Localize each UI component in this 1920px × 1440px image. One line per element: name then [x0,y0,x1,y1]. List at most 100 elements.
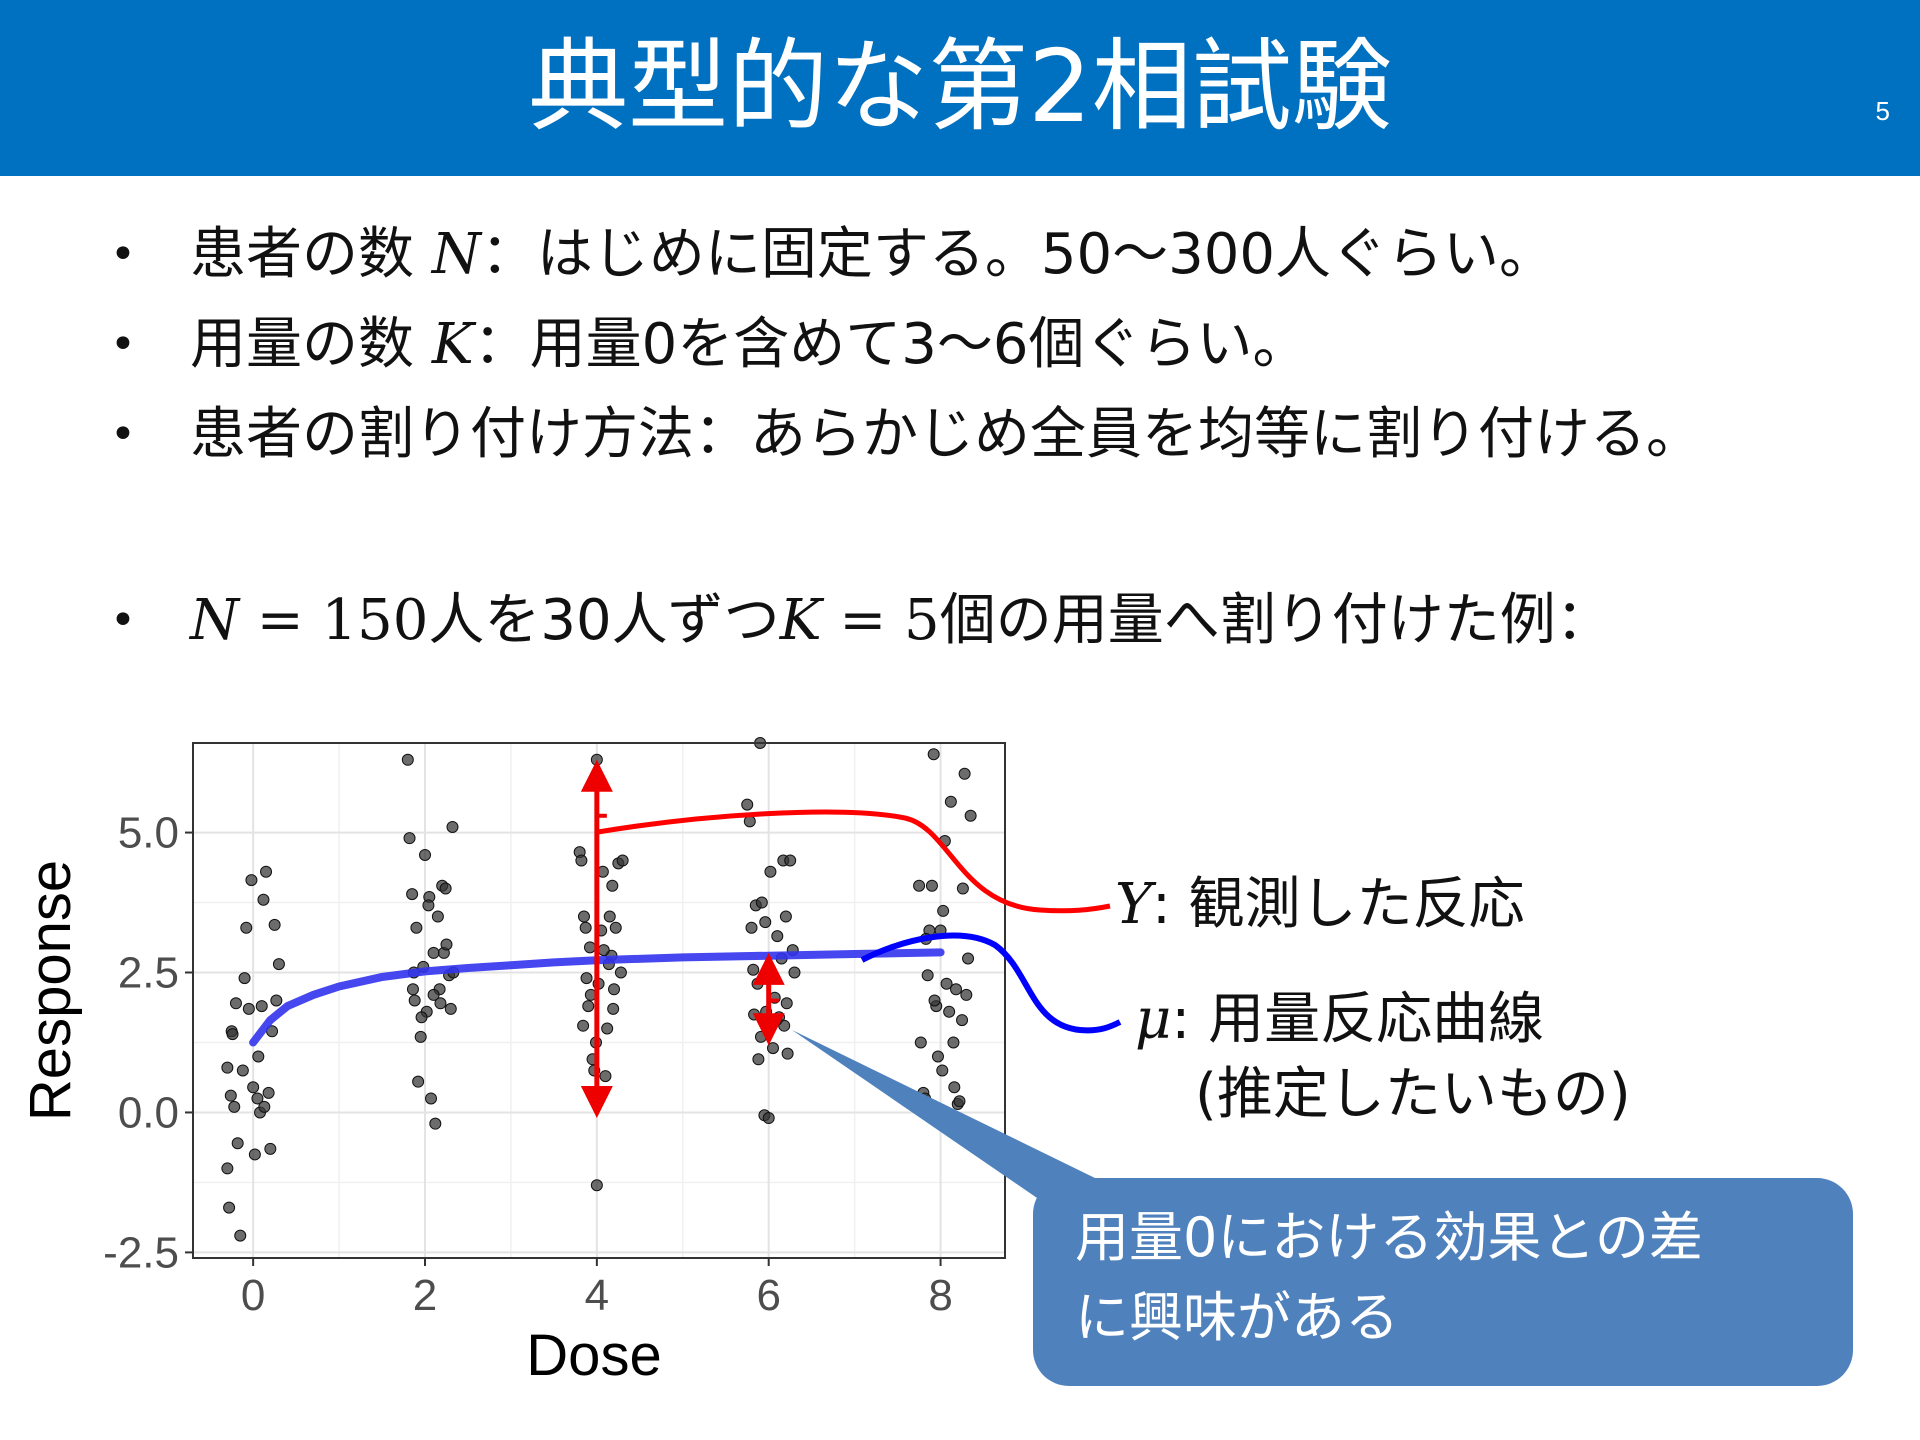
data-point [427,988,440,1001]
data-point [577,1019,590,1032]
data-point [226,1028,239,1041]
data-point [771,930,784,943]
data-point [962,952,975,965]
data-point [931,1050,944,1063]
data-point [956,882,969,895]
data-point [270,994,283,1007]
data-point [608,983,621,996]
data-point [272,958,285,971]
data-point [921,969,934,982]
x-tick-label: 8 [928,1271,952,1320]
data-point [257,893,270,906]
data-point [412,1075,425,1088]
data-point [943,1005,956,1018]
data-point [429,1117,442,1130]
bullet-example: • N = 150人を30人ずつK = 5個の用量へ割り付けた例： [110,586,1900,656]
data-point [583,941,596,954]
data-point [248,1148,261,1161]
mu-label: μ: 用量反応曲線 [1135,987,1545,1052]
data-point [427,946,440,959]
x-axis-title: Dose [526,1323,661,1388]
x-tick-label: 2 [413,1271,437,1320]
data-point [258,1100,271,1113]
data-point [953,1095,966,1108]
data-point [755,896,768,909]
data-point [221,1061,234,1074]
data-point [444,1002,457,1015]
mu-sublabel: (推定したいもの) [1195,1062,1631,1127]
data-point [938,834,951,847]
data-point [947,1036,960,1049]
bullet-allocation: • 患者の割り付け方法：あらかじめ全員を均等に割り付ける。 [110,400,1900,470]
data-point [781,1047,794,1060]
data-point [224,1089,237,1102]
data-point [262,1086,275,1099]
bullet-patient-count: • 患者の数 N：はじめに固定する。50～300人ぐらい。 [110,220,1900,290]
data-point [245,874,258,887]
bullet-dot-icon: • [110,409,136,460]
bullet-text: N = 150人を30人ずつK = 5個の用量へ割り付けた例： [190,588,1612,653]
arrow-head-down [580,1086,613,1119]
data-point [948,1081,961,1094]
data-point [919,1092,932,1105]
bullet-text: 患者の割り付け方法：あらかじめ全員を均等に割り付ける。 [190,402,1702,467]
data-point [247,1081,260,1094]
data-point [607,1002,620,1015]
bullet-dose-count: • 用量の数 K：用量0を含めて3～6個ぐらい。 [110,310,1900,380]
data-point [234,1229,247,1242]
data-point [228,1100,241,1113]
data-point [944,795,957,808]
dose-response-chart: 0 2 4 6 8 -2.5 0.0 2.5 5.0 Dose Response [18,737,1006,1388]
data-point [406,983,419,996]
data-point [925,879,938,892]
data-point [937,904,950,917]
data-point [419,848,431,861]
data-point [743,815,756,828]
axes: 0 2 4 6 8 -2.5 0.0 2.5 5.0 Dose Response [18,742,1006,1388]
data-point [614,966,627,979]
data-point [914,1036,927,1049]
data-point [431,910,444,923]
data-point [440,938,453,951]
data-point [767,1042,779,1055]
y-tick-label: 0.0 [118,1088,179,1137]
data-point [579,921,592,934]
data-point [752,1053,765,1066]
data-point [956,1014,969,1027]
bullet-dot-icon: • [110,319,136,370]
data-point [616,854,629,867]
data-point [606,879,619,892]
data-point [403,832,416,845]
data-point [264,1142,277,1155]
y-axis-title: Response [18,860,83,1121]
data-point [582,1000,595,1013]
data-point [415,1011,428,1024]
data-point [603,910,616,923]
data-point [745,921,758,934]
data-point [268,918,281,931]
data-point [229,997,242,1010]
data-point [251,1092,264,1105]
data-point [238,972,251,985]
data-point [401,753,414,766]
data-point [913,879,926,892]
data-point [950,983,963,996]
arrow-head-up [752,952,785,985]
data-point [410,921,423,934]
data-point [759,916,772,929]
callout-line-1: 用量0における効果との差 [1075,1206,1703,1269]
title-bar [0,0,1920,176]
page-number: 5 [1875,96,1890,126]
bullet-dot-icon: • [110,595,136,646]
data-point [762,1112,775,1125]
data-point [577,910,590,923]
data-point [575,854,588,867]
difference-arrows [580,759,785,1119]
data-point [928,994,941,1007]
data-point [408,994,421,1007]
x-tick-label: 6 [756,1271,780,1320]
x-tick-label: 4 [585,1271,609,1320]
data-point [255,1000,268,1013]
data-point [240,921,253,934]
arrow-head-up [580,759,613,792]
